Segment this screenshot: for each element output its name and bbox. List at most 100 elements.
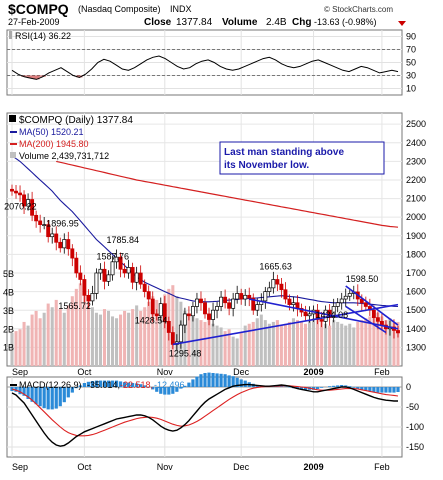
macd-histogram-bar [299,387,304,390]
macd-histogram-bar [159,387,163,394]
volume-bar [199,320,203,366]
ma200-line [56,160,399,228]
trendlines [172,285,399,346]
candle-body [327,309,332,318]
volume-bar [356,321,360,366]
macd-histogram-bar [183,385,187,387]
candle-body [46,224,51,238]
volume-bar [123,310,127,366]
volume-bar [46,303,50,366]
macd-histogram-bar [215,373,219,387]
candle-body [223,296,228,304]
chg-value: -13.63 (-0.98%) [314,17,377,27]
volume-bar [78,283,82,366]
rsi-fills [21,75,83,80]
candle-body [243,294,248,300]
candle-body [227,302,232,309]
candle-body [94,272,99,294]
volume-bar [372,314,376,366]
candle-body [22,194,27,207]
candle-body [267,287,272,292]
volume-bar [360,320,364,366]
macd-histogram-bar [122,382,127,387]
symbol: $COMPQ [8,1,69,17]
candle-body [283,289,288,300]
volume-bar [86,299,90,366]
candle-body [58,241,63,249]
volume-bar [155,299,159,366]
volume-bar [94,312,98,366]
candle-body [122,268,127,274]
macd-histogram-bar [98,380,103,387]
macd-histogram-bar [311,387,316,390]
rsi-legend: RSI(14) 36.22 [15,31,71,41]
price-label: 1587.76 [96,251,129,261]
candle-body [170,332,175,345]
volume-bar [364,318,368,366]
volume-legend: Volume 2,439,731,712 [19,151,109,161]
macd-histogram-bar [114,380,119,387]
price-legend: $COMPQ (Daily) 1377.84 [19,115,133,126]
volume-bar [195,318,199,366]
price-label: 1434.08 [316,310,349,320]
volume-bar [259,314,263,366]
macd-tick-label: -50 [406,402,419,412]
price-tick-label: 1900 [406,231,426,241]
volume-bar [22,321,26,366]
volume-bar [143,307,147,366]
macd-histogram-bar [203,373,207,387]
volume-bar [275,320,279,366]
volume-bar [263,320,267,366]
price-label: 1665.63 [259,261,292,271]
price-label: 1896.95 [46,219,79,229]
rsi-tick-label: 70 [406,45,416,55]
volume-bar [384,320,388,366]
macd-histogram-bar [340,385,344,387]
macd-histogram-bar [235,377,239,387]
candle-body [263,291,268,302]
macd-histogram-bar [332,385,336,387]
macd-histogram-bar [219,373,223,387]
price-tick-label: 1300 [406,342,426,352]
macd-histogram-bar [50,387,54,410]
candle-body [154,313,159,317]
volume-bar [267,323,271,366]
candle-body [150,298,155,315]
candle-body [295,302,300,309]
macd-histogram-bar [376,387,380,393]
macd-histogram [10,372,400,410]
rsi-y-ticks: 90 70 50 30 10 [406,32,416,94]
volume-bar [151,296,155,366]
volume-bar [26,325,30,366]
macd-histogram-bar [78,385,82,387]
month-label: Nov [157,367,174,377]
macd-histogram-bar [380,387,384,393]
macd-histogram-bar [175,387,179,392]
macd-histogram-bar [396,387,400,392]
index-name: (Nasdaq Composite) [78,4,161,14]
candle-body [134,272,139,283]
candle-body [82,279,87,296]
macd-histogram-bar [82,383,86,387]
candle-body [323,309,328,322]
macd-histogram-bar [163,387,167,395]
volume-bar [340,323,344,366]
month-label: Oct [77,367,92,377]
volume-bar [115,318,119,366]
month-label: Sep [12,367,28,377]
volume-bar [171,285,175,366]
price-tick-label: 1600 [406,287,426,297]
macd-histogram-bar [239,379,243,387]
candle-body [375,317,380,322]
volume-bar [332,320,336,366]
macd-histogram-bar [62,387,66,403]
candle-body [359,298,364,304]
macd-histogram-bar [34,387,38,405]
volume-bar [131,309,135,366]
candle-body [195,298,199,307]
candle-body [307,313,312,317]
macd-histogram-bar [42,387,46,409]
price-label: 1565.72 [58,301,91,311]
candle-body [219,296,224,307]
price-x-labels: Sep Oct Nov Dec 2009 Feb [12,367,390,377]
